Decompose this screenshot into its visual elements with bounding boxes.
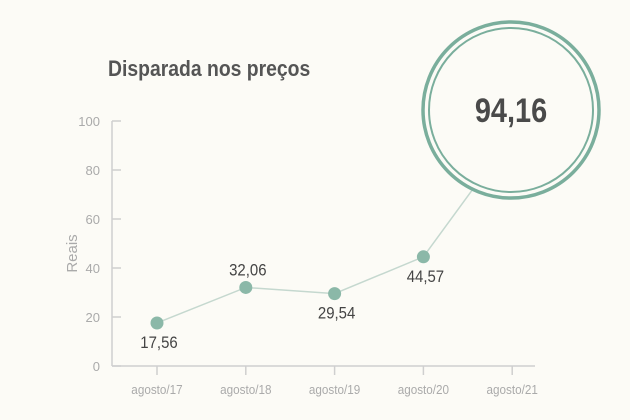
data-label: 17,56: [140, 334, 178, 352]
x-tick-label: agosto/17: [131, 382, 182, 397]
y-tick-label: 100: [78, 114, 100, 129]
data-label: 29,54: [318, 305, 356, 323]
highlight-circle-inner: [428, 27, 594, 193]
y-tick-label: 40: [86, 261, 100, 276]
y-axis-label: Reais: [64, 234, 81, 272]
y-tick-label: 80: [86, 163, 100, 178]
y-tick-label: 60: [86, 212, 100, 227]
highlight-circle-outer: [421, 20, 601, 200]
data-label: 44,57: [407, 268, 445, 286]
x-tick-label: agosto/21: [487, 382, 538, 397]
chart-title: Disparada nos preços: [108, 56, 311, 81]
x-tick-label: agosto/19: [309, 382, 360, 397]
highlight-value-label: 94,16: [475, 91, 547, 130]
data-point: [150, 316, 164, 330]
data-point: [239, 280, 253, 294]
x-tick-label: agosto/20: [398, 382, 449, 397]
data-label: 32,06: [229, 262, 267, 280]
y-tick-label: 20: [86, 310, 100, 325]
x-tick-label: agosto/18: [220, 382, 271, 397]
data-point: [416, 250, 430, 264]
y-tick-label: 0: [93, 359, 100, 374]
data-point: [328, 287, 342, 301]
